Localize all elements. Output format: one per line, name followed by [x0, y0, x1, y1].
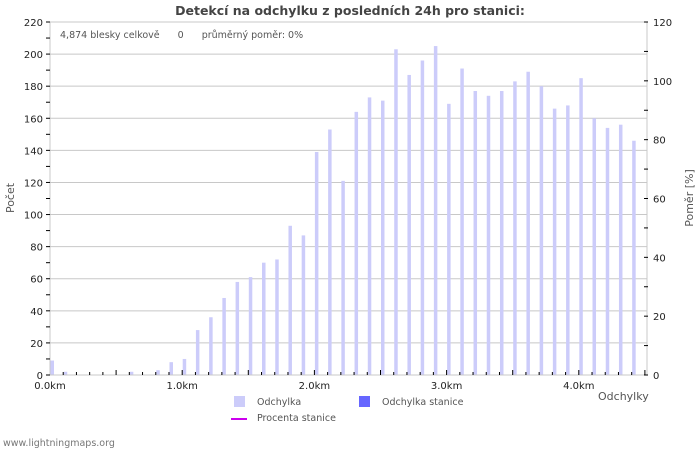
svg-text:60: 60 [653, 195, 666, 206]
bar [513, 81, 517, 376]
svg-text:140: 140 [24, 146, 43, 157]
svg-text:120: 120 [24, 178, 43, 189]
svg-text:2.0km: 2.0km [299, 381, 330, 392]
svg-text:3.0km: 3.0km [431, 381, 462, 392]
bar [328, 129, 332, 375]
bar [447, 103, 451, 375]
bar [182, 358, 187, 375]
bar [129, 371, 134, 375]
bar [354, 111, 359, 375]
x-axis: 0.0km 1.0km 2.0km 3.0km 4.0km [34, 370, 646, 392]
chart-title: Detekcí na odchylku z posledních 24h pro… [175, 3, 525, 18]
bar [632, 140, 636, 375]
bar [566, 105, 570, 375]
bar [433, 46, 438, 376]
bar [605, 127, 610, 376]
svg-text:60: 60 [30, 275, 43, 286]
bar [499, 90, 504, 375]
svg-text:180: 180 [24, 82, 43, 93]
bar [50, 360, 54, 375]
bar [618, 124, 623, 375]
bar [301, 235, 306, 375]
bar [579, 78, 583, 375]
bar [288, 225, 292, 375]
bar [248, 277, 253, 375]
y-axis-right: 0 20 40 60 80 100 120 [644, 18, 672, 382]
bar-series-odchylka [50, 46, 636, 376]
bar [169, 362, 173, 375]
y-axis-title: Počet [4, 182, 17, 213]
svg-text:1.0km: 1.0km [166, 381, 197, 392]
bar [156, 370, 160, 375]
legend-swatch-odchylka-stanice [359, 396, 370, 407]
bar [314, 151, 319, 375]
bar [222, 297, 226, 375]
svg-text:120: 120 [653, 18, 672, 29]
bar [235, 281, 240, 375]
bar [539, 86, 544, 375]
legend-label-procenta-stanice: Procenta stanice [257, 413, 336, 424]
svg-text:80: 80 [30, 243, 43, 254]
total-strikes: 4,874 blesky celkově [60, 30, 160, 41]
svg-text:80: 80 [653, 136, 666, 147]
summary-info: 4,874 blesky celkově 0 průměrný poměr: 0% [60, 30, 321, 41]
bar [420, 60, 425, 375]
bar [275, 259, 279, 375]
y-axis-left: 0 20 40 60 80 100 120 140 160 180 200 220 [24, 18, 50, 382]
bar [209, 317, 213, 375]
svg-text:160: 160 [24, 114, 43, 125]
svg-text:0: 0 [37, 371, 43, 382]
legend-label-odchylka-stanice: Odchylka stanice [382, 397, 464, 408]
bar [381, 100, 385, 375]
bar [526, 71, 530, 375]
bar [460, 68, 464, 376]
svg-text:20: 20 [30, 339, 43, 350]
svg-text:0.0km: 0.0km [34, 381, 65, 392]
bar [473, 90, 478, 375]
footer-watermark: www.lightningmaps.org [3, 438, 115, 449]
legend-swatch-odchylka [234, 396, 245, 407]
svg-text:100: 100 [653, 77, 672, 88]
bar [552, 108, 557, 376]
bar [592, 118, 597, 375]
bar [367, 97, 372, 375]
bar [262, 262, 266, 375]
bar [63, 371, 68, 375]
station-count: 0 [177, 30, 184, 41]
axes [49, 21, 648, 376]
svg-text:100: 100 [24, 211, 43, 222]
svg-text:220: 220 [24, 18, 43, 29]
grid-lines [50, 21, 647, 344]
bar [195, 330, 200, 375]
svg-text:40: 40 [30, 307, 43, 318]
bar [486, 95, 491, 376]
svg-text:4.0km: 4.0km [563, 381, 594, 392]
legend-label-odchylka: Odchylka [257, 397, 302, 408]
svg-text:0: 0 [653, 371, 659, 382]
svg-text:40: 40 [653, 253, 666, 264]
legend-line-procenta-stanice [231, 418, 247, 420]
x-axis-title: Odchylky [598, 390, 649, 403]
bar [394, 49, 398, 375]
y2-axis-title: Poměr [%] [683, 169, 696, 227]
average-ratio: průměrný poměr: 0% [201, 30, 304, 41]
bar [341, 180, 345, 375]
svg-text:20: 20 [653, 312, 666, 323]
svg-text:200: 200 [24, 50, 43, 61]
bar [407, 74, 411, 375]
